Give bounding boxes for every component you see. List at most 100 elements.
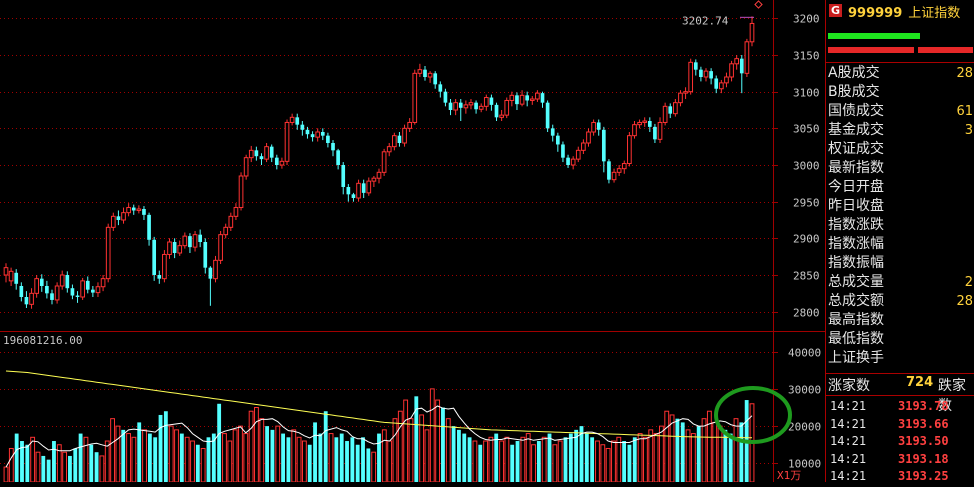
candle-body bbox=[192, 234, 198, 248]
candle-body bbox=[581, 142, 586, 151]
candle-body bbox=[545, 102, 550, 129]
divider bbox=[826, 373, 974, 374]
volume-bar bbox=[174, 429, 179, 482]
candle-body bbox=[683, 91, 688, 94]
candle-body bbox=[719, 82, 724, 90]
candle-body bbox=[34, 278, 39, 294]
volume-bar bbox=[701, 418, 707, 482]
candle-body bbox=[478, 105, 484, 110]
volume-bar bbox=[499, 440, 504, 482]
volume-bar bbox=[243, 433, 249, 482]
candle-body bbox=[274, 157, 279, 165]
volume-bar bbox=[62, 451, 68, 482]
candle-body bbox=[448, 102, 453, 110]
candle-body bbox=[653, 126, 657, 140]
candle-body bbox=[228, 215, 234, 228]
candle-body bbox=[693, 62, 698, 70]
candle-body bbox=[167, 241, 172, 255]
chart-area[interactable]: 3200 3150 3100 3050 3000 2950 2900 2850 2800 4000… bbox=[0, 0, 825, 482]
volume-bar bbox=[728, 433, 733, 482]
candle-body bbox=[264, 146, 269, 160]
candle-body bbox=[688, 61, 694, 93]
volume-bar bbox=[723, 429, 728, 482]
volume-bar bbox=[563, 437, 568, 482]
candle-body bbox=[54, 285, 60, 301]
quote-label: 今日开盘 bbox=[828, 179, 884, 195]
candle-body bbox=[489, 97, 494, 105]
volume-bar bbox=[110, 418, 115, 482]
volume-bar bbox=[590, 437, 595, 482]
volume-bar bbox=[712, 421, 718, 482]
candle-body bbox=[326, 135, 330, 143]
quote-label: A股成交 bbox=[828, 65, 880, 81]
candle-body bbox=[402, 127, 407, 144]
volume-bar bbox=[451, 426, 456, 482]
candle-body bbox=[371, 177, 377, 182]
volume-title: 196081216.00 bbox=[3, 334, 82, 347]
volume-bar bbox=[126, 433, 131, 482]
volume-bar bbox=[52, 441, 56, 482]
candle-body bbox=[218, 234, 223, 261]
volume-bar bbox=[557, 440, 563, 482]
volume-bar bbox=[296, 436, 302, 482]
price-tick-label: 2950 bbox=[793, 197, 820, 210]
candle-body bbox=[279, 160, 285, 166]
candle-body bbox=[611, 171, 617, 181]
volume-bar bbox=[584, 433, 589, 482]
volume-bar bbox=[403, 399, 409, 482]
volume-bar bbox=[408, 418, 414, 482]
volume-bar bbox=[414, 396, 419, 482]
volume-bar bbox=[552, 444, 558, 482]
candle-body bbox=[162, 253, 167, 280]
candle-body bbox=[749, 22, 755, 43]
tick-row[interactable]: 14:21 3193.18 bbox=[826, 452, 974, 470]
tick-row[interactable]: 14:21 3193.25 bbox=[826, 469, 974, 487]
tick-price: 3193.18 bbox=[898, 451, 949, 466]
tick-price: 3193.25 bbox=[898, 469, 949, 483]
volume-bar bbox=[301, 440, 307, 482]
quote-value: 3 bbox=[964, 123, 973, 138]
candle-body bbox=[744, 41, 750, 74]
kline-chart[interactable]: 3200 3150 3100 3050 3000 2950 2900 2850 2800 4000… bbox=[0, 0, 825, 482]
volume-bar bbox=[377, 433, 381, 482]
tick-price: 3193.78 bbox=[898, 399, 949, 413]
volume-bar bbox=[94, 452, 99, 482]
tick-row[interactable]: 14:21 3193.66 bbox=[826, 417, 974, 435]
volume-bar bbox=[515, 441, 520, 482]
candle-body bbox=[100, 278, 106, 288]
candle-body bbox=[591, 121, 596, 133]
tick-price: 3193.66 bbox=[898, 416, 949, 431]
tick-time: 14:21 bbox=[830, 469, 867, 483]
volume-bar bbox=[227, 440, 233, 482]
down-count-label: 跌家数 bbox=[938, 378, 966, 414]
volume-bar bbox=[350, 437, 355, 482]
volume-bar bbox=[632, 437, 637, 482]
volume-bar bbox=[504, 436, 510, 482]
volume-bar bbox=[547, 433, 552, 482]
volume-bar bbox=[73, 448, 78, 482]
price-tick-label: 3100 bbox=[793, 87, 820, 100]
quote-label: 总成交量 bbox=[828, 274, 884, 290]
candle-body bbox=[188, 236, 192, 248]
volume-bar bbox=[387, 440, 393, 482]
index-code: 999999 上证指数 bbox=[848, 2, 960, 21]
candle-body bbox=[213, 259, 218, 280]
candle-body bbox=[566, 157, 570, 165]
volume-bar bbox=[441, 407, 445, 482]
divider bbox=[826, 62, 974, 63]
candle-body bbox=[157, 275, 162, 279]
tick-row[interactable]: 14:21 3193.78 bbox=[826, 399, 974, 417]
candle-body bbox=[45, 286, 49, 294]
candle-body bbox=[356, 182, 361, 199]
candle-body bbox=[29, 292, 34, 305]
index-badge[interactable]: G bbox=[829, 4, 842, 17]
tick-row[interactable]: 14:21 3193.50 bbox=[826, 434, 974, 452]
candle-body bbox=[483, 97, 489, 107]
volume-bar bbox=[68, 455, 72, 482]
volume-bar bbox=[334, 437, 339, 482]
volume-bar bbox=[424, 429, 430, 482]
high-price-label: 3202.74 bbox=[682, 14, 729, 27]
candle-body bbox=[734, 58, 740, 65]
candle-body bbox=[59, 274, 65, 287]
quote-label: 指数振幅 bbox=[828, 255, 884, 271]
